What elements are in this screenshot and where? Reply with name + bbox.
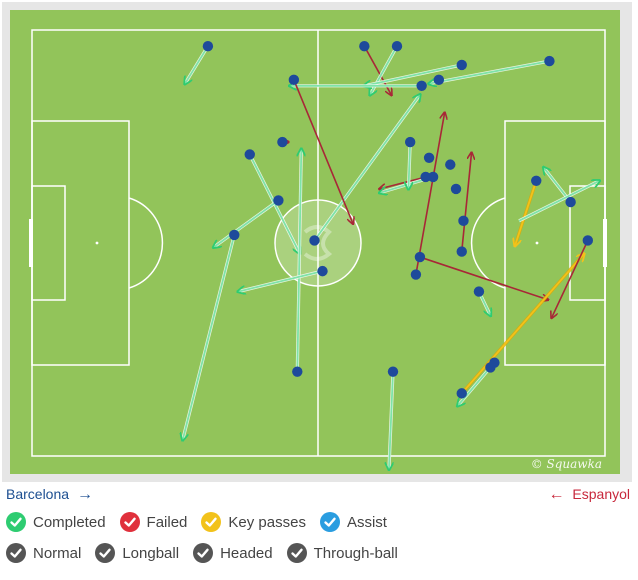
legend-item-completed[interactable]: Completed	[6, 512, 106, 532]
player-position-dot	[473, 286, 485, 297]
player-position-dot	[420, 171, 431, 183]
pass-arrow-completed	[364, 63, 463, 86]
pass-arrow-completed	[389, 371, 395, 470]
legend-item-assist[interactable]: Assist	[319, 512, 387, 532]
right-goal	[603, 219, 607, 267]
player-position-dot	[416, 80, 427, 92]
pass-arrow-failed	[415, 113, 445, 275]
left-penalty-spot	[95, 241, 99, 245]
player-position-dot	[433, 74, 445, 86]
player-position-dot	[404, 136, 416, 148]
pass-arrow-completed	[185, 45, 210, 83]
pass-arrow-completed	[313, 95, 419, 242]
legend-label: Assist	[346, 513, 387, 531]
legend-item-failed[interactable]: Failed	[119, 512, 188, 532]
pass-arrow-failed	[460, 153, 472, 252]
pass-map-chart: © Squawka	[10, 10, 620, 474]
watermark: © Squawka	[531, 457, 602, 471]
check-icon	[193, 543, 214, 563]
player-position-dot	[387, 366, 399, 377]
pass-arrow-failed	[293, 79, 353, 224]
legend-item-headed[interactable]: Headed	[193, 543, 273, 563]
legend-label: Longball	[122, 544, 180, 562]
away-team-name: Espanyol	[572, 486, 630, 502]
legend-label: Normal	[33, 544, 82, 562]
check-icon	[119, 512, 140, 532]
legend-label: Headed	[220, 544, 273, 562]
player-position-dot	[317, 265, 328, 277]
arrow-right-icon: →	[76, 486, 93, 503]
check-icon	[319, 512, 340, 532]
player-position-dot	[244, 149, 255, 160]
left-goal	[29, 219, 33, 267]
player-position-dot	[582, 235, 594, 246]
player-position-dot	[456, 246, 467, 257]
legend-item-longball[interactable]: Longball	[95, 543, 179, 563]
player-position-dot	[544, 55, 555, 67]
player-position-dot	[288, 74, 300, 86]
player-position-dot	[202, 40, 214, 52]
outcome-legend: Completed Failed Key passes Assist	[6, 512, 401, 532]
player-position-dot	[531, 175, 542, 187]
player-position-dot	[565, 196, 576, 208]
players-layer	[202, 40, 594, 399]
player-position-dot	[445, 159, 456, 170]
pass-arrow-completed	[238, 269, 323, 291]
pass-arrow-completed	[458, 366, 492, 405]
pass-arrow-failed	[552, 240, 589, 317]
legend-label: Completed	[33, 513, 106, 531]
player-position-dot	[489, 357, 500, 368]
player-position-dot	[456, 59, 467, 71]
check-icon	[201, 512, 222, 532]
legend-label: Failed	[146, 513, 188, 531]
pass-arrow-key	[460, 254, 584, 395]
player-position-dot	[423, 152, 435, 163]
player-position-dot	[427, 171, 439, 183]
pass-arrow-completed	[214, 199, 280, 247]
legend-item-key-passes[interactable]: Key passes	[201, 512, 306, 532]
pass-arrow-completed	[295, 149, 301, 372]
pass-arrow-completed	[518, 181, 599, 223]
arrow-left-icon: ←	[548, 486, 565, 503]
player-position-dot	[410, 269, 422, 280]
centre-circle	[274, 199, 362, 287]
legend-label: Through-ball	[313, 544, 398, 562]
pass-arrow-failed	[419, 256, 548, 300]
player-position-dot	[450, 183, 462, 195]
player-position-dot	[391, 40, 403, 52]
pass-arrow-key	[515, 180, 538, 246]
player-position-dot	[309, 235, 320, 246]
player-position-dot	[277, 136, 288, 148]
pass-arrow-completed	[408, 141, 410, 189]
home-team-name: Barcelona	[6, 486, 70, 502]
right-penalty-spot	[535, 241, 539, 245]
player-position-dot	[273, 195, 284, 206]
home-team-label: Barcelona →	[6, 486, 97, 504]
type-legend: Normal Longball Headed Through-ball	[6, 543, 412, 563]
left-penalty-arc	[128, 197, 164, 289]
away-team-label: ← Espanyol	[545, 486, 630, 504]
check-icon	[95, 543, 116, 563]
player-position-dot	[456, 388, 467, 399]
check-icon	[6, 512, 26, 532]
legend-label: Key passes	[228, 513, 306, 531]
check-icon	[286, 543, 307, 563]
pass-arrow-completed	[429, 59, 550, 84]
pass-arrow-completed	[183, 234, 236, 440]
centre-watermark-logo	[303, 225, 333, 261]
player-position-dot	[359, 40, 370, 52]
player-position-dot	[292, 366, 303, 377]
legend-item-normal[interactable]: Normal	[6, 543, 81, 563]
player-position-dot	[458, 215, 469, 227]
player-position-dot	[414, 251, 426, 263]
check-icon	[6, 543, 26, 563]
legend-item-through-ball[interactable]: Through-ball	[286, 543, 398, 563]
player-position-dot	[229, 229, 240, 241]
